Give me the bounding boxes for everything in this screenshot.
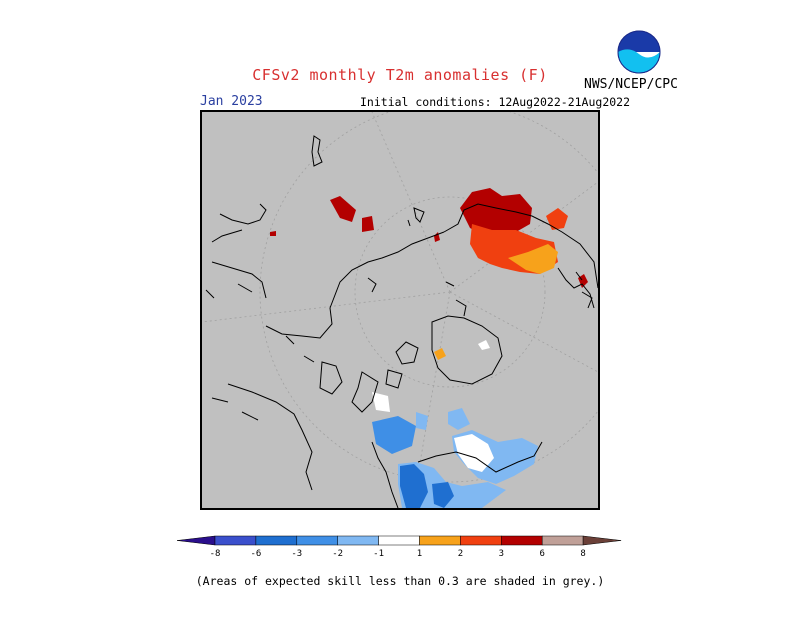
color-legend: -8 -6 -3 -2 -1 1 2 3 6 8 [176,535,622,558]
legend-swatch [296,535,338,546]
legend-swatch [378,535,420,546]
polar-stereographic-map [200,110,600,510]
legend-swatch [214,535,257,546]
skill-footnote: (Areas of expected skill less than 0.3 a… [195,574,605,588]
anomaly-canada [372,340,538,508]
legend-swatch [337,535,379,546]
target-month: Jan 2023 [200,94,263,109]
legend-arrow-low [176,535,216,546]
warm-anomaly-siberia [460,188,588,288]
legend-arrow-high [582,535,622,546]
agency-label: NWS/NCEP/CPC [584,77,678,92]
legend-tick-label: -3 [291,549,302,558]
legend-swatch [501,535,543,546]
anomaly-map-svg [202,112,598,508]
legend-tick-label: -2 [332,549,343,558]
initial-conditions: Initial conditions: 12Aug2022-21Aug2022 [360,95,631,109]
legend-swatch [255,535,298,546]
legend-tick-label: -1 [373,549,384,558]
legend-swatch [541,535,584,546]
warm-anomaly-greenland-sea [270,196,440,242]
legend-swatch [419,535,461,546]
map-graticule [202,112,598,508]
legend-tick-label: 8 [580,549,585,558]
legend-swatch [460,535,502,546]
noaa-logo [617,30,661,74]
legend-tick-label: -8 [210,549,221,558]
coastlines [205,135,598,508]
legend-tick-label: 2 [458,549,463,558]
map-title: CFSv2 monthly T2m anomalies (F) [252,66,548,84]
legend-tick-label: -6 [250,549,261,558]
legend-tick-label: 6 [539,549,544,558]
legend-tick-label: 1 [417,549,422,558]
legend-tick-label: 3 [499,549,504,558]
